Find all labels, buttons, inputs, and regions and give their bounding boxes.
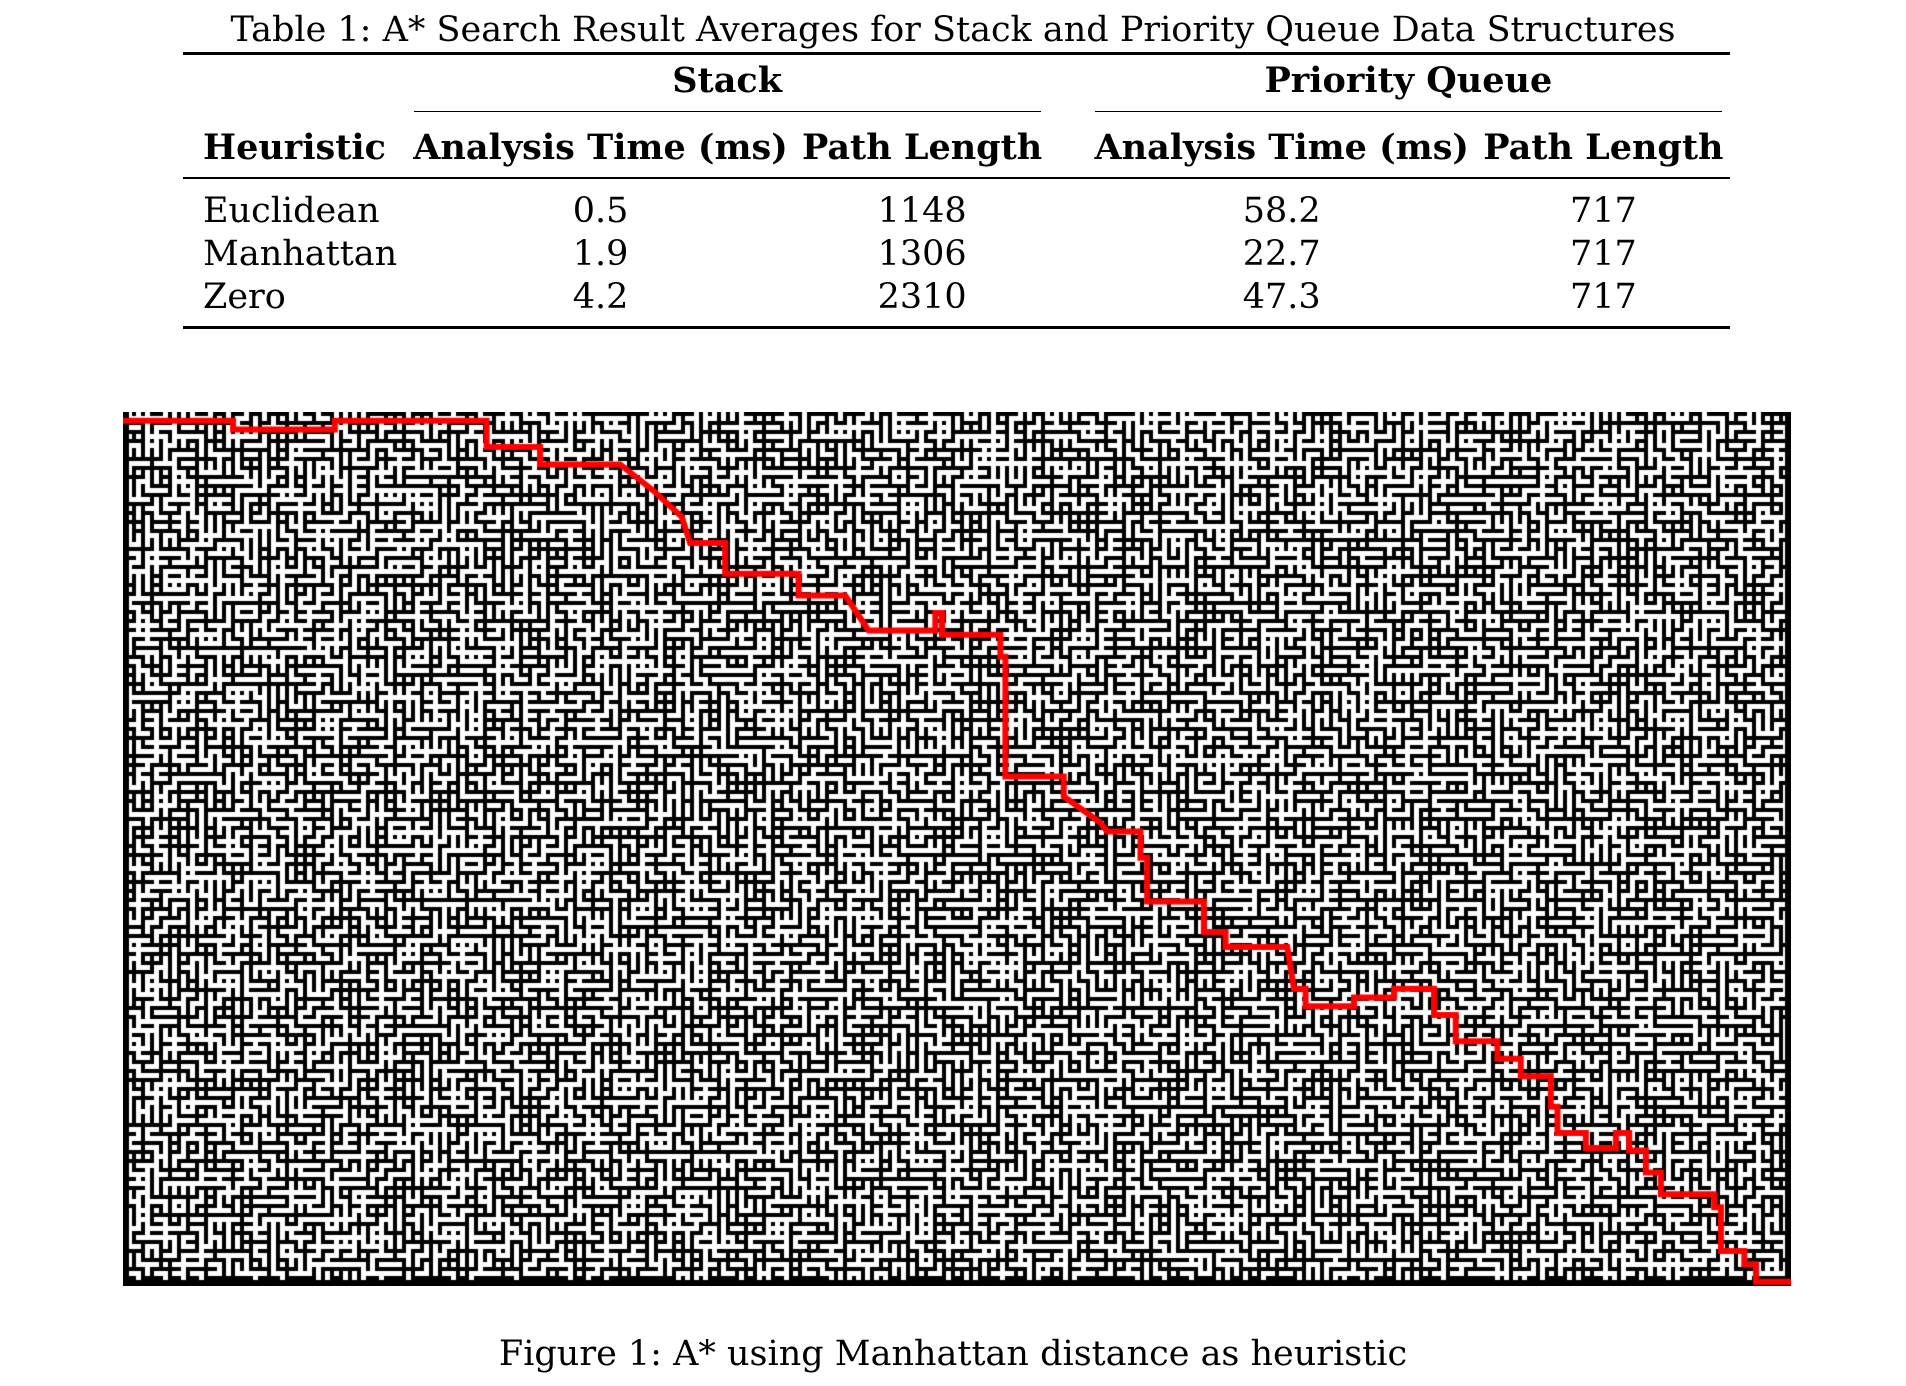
cell-pq-time: 58.2 (1242, 190, 1321, 231)
table-header-spacer (183, 52, 406, 117)
cell-stack-time: 0.5 (572, 190, 629, 231)
column-header-stack-time: Analysis Time (ms) (405, 117, 796, 179)
results-table: Stack Priority Queue Heuristic Analysis … (183, 52, 1730, 329)
group-header-priority-queue: Priority Queue (1086, 52, 1730, 117)
table-row: Zero 4.2 2310 47.3 717 (183, 275, 1730, 329)
cell-pq-length: 717 (1476, 275, 1730, 329)
maze-figure (123, 412, 1791, 1286)
column-header-pq-time: Analysis Time (ms) (1086, 117, 1477, 179)
cell-stack-length: 2310 (795, 275, 1049, 329)
cell-heuristic: Euclidean (203, 190, 380, 231)
table-caption: Table 1: A* Search Result Averages for S… (230, 10, 1676, 50)
cell-heuristic: Zero (183, 275, 406, 329)
cell-pq-time: 22.7 (1242, 233, 1321, 274)
cell-pq-time: 47.3 (1086, 275, 1477, 329)
cell-pq-length: 717 (1569, 233, 1637, 274)
group-gap (1048, 52, 1087, 117)
cell-stack-time: 1.9 (572, 233, 629, 274)
cell-pq-length: 717 (1569, 190, 1637, 231)
table-row: Manhattan 1.9 1306 22.7 717 (183, 232, 1730, 275)
column-header-heuristic: Heuristic (183, 117, 406, 179)
column-header-stack-length: Path Length (795, 117, 1049, 179)
cell-stack-length: 1148 (877, 190, 967, 231)
group-header-stack: Stack (405, 52, 1049, 117)
group-gap (1048, 117, 1087, 179)
figure-caption: Figure 1: A* using Manhattan distance as… (498, 1334, 1408, 1374)
column-header-pq-length: Path Length (1476, 117, 1730, 179)
table-row: Euclidean 0.5 1148 58.2 717 (183, 178, 1730, 232)
cell-stack-length: 1306 (877, 233, 967, 274)
cell-heuristic: Manhattan (203, 233, 398, 274)
cell-stack-time: 4.2 (405, 275, 796, 329)
